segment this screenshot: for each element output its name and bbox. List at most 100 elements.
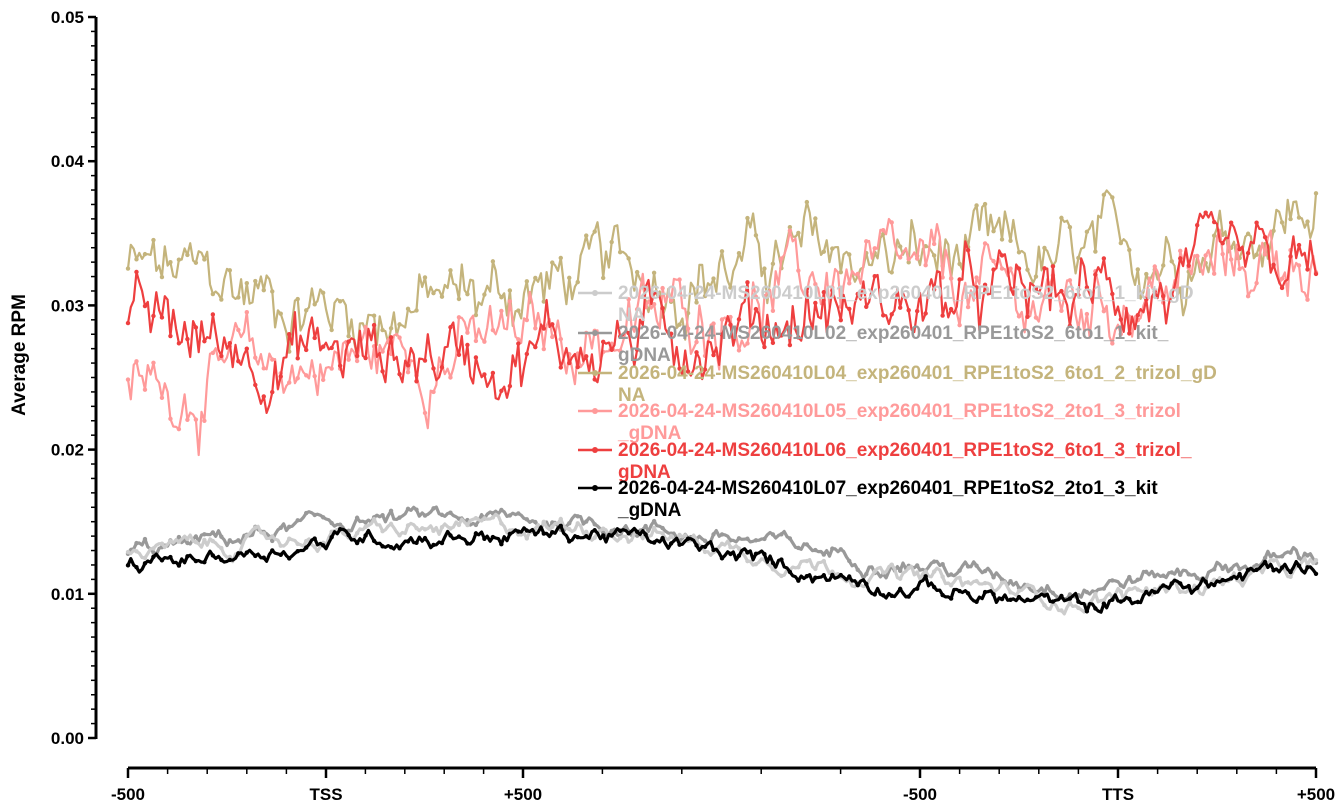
series-point <box>872 592 877 597</box>
series-point <box>762 294 767 299</box>
series-point <box>431 542 436 548</box>
series-point <box>702 549 708 555</box>
series-point <box>465 522 470 528</box>
series-point <box>567 526 572 532</box>
series-point <box>278 552 283 558</box>
series-point <box>762 551 767 557</box>
series-point <box>176 257 182 262</box>
series-point <box>1127 596 1132 602</box>
legend-label: 2026-04-24-MS260410L01_exp260401_RPE1toS… <box>618 283 1194 304</box>
legend-label: 2026-04-24-MS260410L05_exp260401_RPE1toS… <box>618 401 1181 422</box>
series-point <box>524 317 530 323</box>
series-point <box>999 577 1005 582</box>
series-point <box>405 539 411 544</box>
series-point <box>660 535 665 541</box>
series-point <box>609 533 614 538</box>
series-point <box>431 290 436 296</box>
series-point <box>1262 234 1268 240</box>
series-point <box>422 535 428 541</box>
series-point <box>1033 595 1039 600</box>
series-point <box>1008 286 1013 291</box>
series-point <box>702 538 708 543</box>
series-point <box>422 527 428 532</box>
series-point <box>516 341 521 346</box>
series-point <box>1016 266 1022 271</box>
series-point <box>889 220 894 225</box>
series-point <box>1220 251 1225 257</box>
series-point <box>694 300 699 305</box>
series-point <box>193 558 199 564</box>
series-point <box>1288 569 1293 575</box>
series-point <box>940 574 945 579</box>
series-point <box>957 568 962 573</box>
x-ticks: -500 TSS +500 -500 TTS +500 <box>111 768 1335 804</box>
series-point <box>227 557 233 563</box>
series-point <box>1059 593 1064 599</box>
series-point <box>1025 314 1030 320</box>
series-point <box>923 311 928 316</box>
series-point <box>1169 294 1174 299</box>
series-point <box>745 558 750 564</box>
series-point <box>202 559 207 565</box>
series-point <box>982 568 988 574</box>
series-point <box>541 326 546 331</box>
series-point <box>745 341 750 346</box>
series-point <box>422 513 428 518</box>
series-point <box>643 532 648 537</box>
series-point <box>414 540 419 546</box>
series-point <box>397 335 402 340</box>
series-point <box>490 259 496 264</box>
series-point <box>965 248 971 253</box>
series-point <box>830 572 835 578</box>
series-point <box>770 560 776 566</box>
series-point <box>185 336 190 342</box>
series-point <box>236 551 241 556</box>
series-point <box>193 260 199 265</box>
series-point <box>312 302 317 307</box>
series-point <box>1050 599 1056 604</box>
series-point <box>550 524 555 529</box>
series-point <box>965 580 971 585</box>
series-point <box>651 525 657 531</box>
series-point <box>320 543 326 548</box>
series-point <box>881 227 886 233</box>
series-point <box>151 237 156 243</box>
series-point <box>736 553 742 558</box>
series-point <box>787 224 793 230</box>
legend-label: NA <box>618 305 646 326</box>
series-point <box>567 275 572 281</box>
series-point <box>1313 271 1319 277</box>
series-point <box>210 291 216 297</box>
legend-swatch-marker <box>592 370 598 376</box>
series-point <box>779 532 784 537</box>
series-point <box>601 339 606 345</box>
series-point <box>762 536 767 542</box>
series-point <box>337 527 343 532</box>
series-point <box>626 256 631 261</box>
series-point <box>694 543 699 548</box>
series-point <box>940 313 945 318</box>
series-point <box>762 266 767 271</box>
series-point <box>499 295 504 300</box>
series-point <box>287 332 292 337</box>
series-point <box>889 270 894 275</box>
series-point <box>1067 225 1073 230</box>
series-point <box>1118 599 1124 604</box>
series-point <box>380 327 385 333</box>
series-point <box>1220 566 1225 571</box>
series-point <box>533 519 538 525</box>
series-point <box>227 538 233 543</box>
series-point <box>482 536 487 541</box>
series-point <box>371 322 377 328</box>
series-point <box>261 287 266 293</box>
series-point <box>1161 573 1166 578</box>
series-point <box>770 532 776 537</box>
series-point <box>1135 587 1141 592</box>
series-point <box>753 306 759 312</box>
series-point <box>787 536 793 541</box>
series-point <box>405 363 411 368</box>
series-point <box>414 308 419 313</box>
series-point <box>660 305 665 311</box>
series-point <box>202 257 207 262</box>
series-point <box>1127 586 1132 592</box>
